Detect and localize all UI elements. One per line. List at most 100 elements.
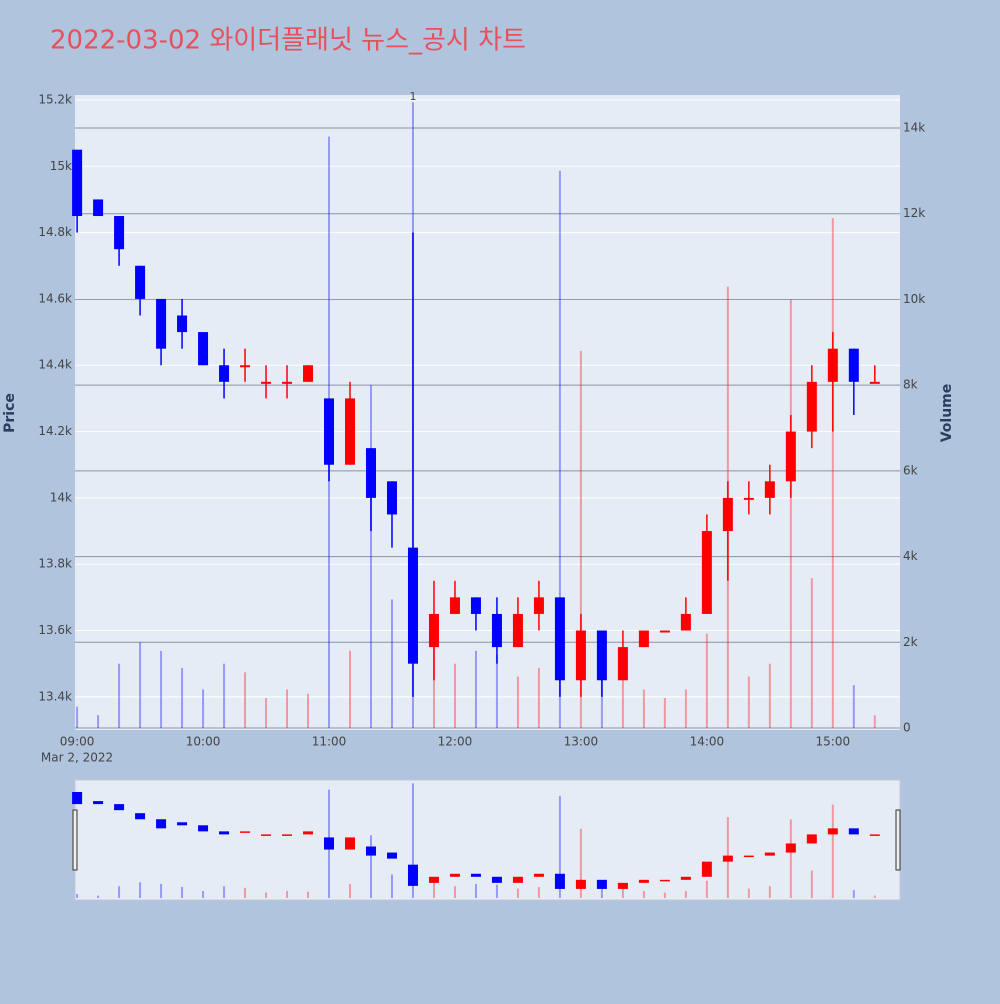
- x-tick-label: 12:00: [438, 735, 473, 749]
- volume-bar: [873, 715, 876, 728]
- candle-body: [659, 630, 670, 633]
- slider-candle: [869, 834, 880, 836]
- slider-volume-bar: [118, 886, 121, 898]
- y2-tick-label: 6k: [903, 463, 918, 477]
- slider-volume-bar: [76, 894, 79, 898]
- slider-volume-bar: [244, 887, 247, 898]
- candle-body: [449, 597, 460, 614]
- candle-body: [470, 597, 481, 614]
- y2-tick-label: 14k: [903, 121, 925, 135]
- slider-candle: [114, 804, 125, 811]
- date-label: Mar 2, 2022: [41, 751, 113, 765]
- volume-bar: [307, 693, 310, 728]
- volume-bar: [663, 698, 666, 728]
- candle-body: [533, 597, 544, 614]
- y2-axis-title: Volume: [939, 384, 955, 443]
- volume-bar: [265, 698, 268, 728]
- slider-volume-bar: [495, 884, 498, 898]
- slider-candle: [282, 834, 293, 836]
- slider-volume-bar: [97, 895, 100, 898]
- volume-bar: [139, 642, 142, 728]
- candle-body: [219, 365, 230, 382]
- slider-candle: [303, 831, 314, 835]
- slider-candle: [596, 879, 607, 889]
- candle-body: [135, 265, 146, 299]
- y2-tick-label: 12k: [903, 206, 925, 220]
- range-slider[interactable]: [74, 779, 901, 901]
- volume-bar: [223, 663, 226, 728]
- slider-candle: [722, 855, 733, 862]
- candle-body: [722, 497, 733, 532]
- slider-candle: [219, 831, 230, 835]
- candle-body: [491, 613, 502, 648]
- x-tick-label: 14:00: [690, 735, 725, 749]
- candle-body: [282, 381, 293, 384]
- volume-bar: [453, 663, 456, 728]
- candle-body: [806, 381, 817, 432]
- slider-candle: [575, 879, 586, 889]
- slider-volume-bar: [831, 804, 834, 898]
- x-tick-label: 11:00: [312, 735, 347, 749]
- candle-body: [554, 597, 565, 681]
- slider-candle: [533, 873, 544, 877]
- slider-volume-bar: [768, 886, 771, 898]
- volume-bar: [516, 676, 519, 728]
- slider-candle: [743, 855, 754, 858]
- slider-volume-bar: [202, 890, 205, 898]
- volume-bar: [244, 672, 247, 728]
- slider-volume-bar: [516, 888, 519, 898]
- candle-body: [240, 365, 251, 368]
- slider-candle: [512, 876, 523, 883]
- slider-candle: [240, 831, 251, 833]
- slider-volume-bar: [369, 835, 372, 898]
- x-tick-label: 15:00: [816, 735, 851, 749]
- slider-candle: [785, 843, 796, 853]
- slider-volume-bar: [432, 878, 435, 898]
- chart-title: 2022-03-02 와이더플래닛 뉴스_공시 차트: [50, 26, 526, 56]
- y-tick-label: 13.8k: [38, 557, 72, 571]
- slider-volume-bar: [286, 890, 289, 898]
- slider-volume-bar: [265, 892, 268, 898]
- candle-body: [93, 199, 104, 217]
- volume-bar: [76, 706, 79, 728]
- candle-body: [617, 647, 628, 681]
- slider-candle: [428, 876, 439, 883]
- y-tick-label: 14.2k: [38, 424, 72, 438]
- slider-candle: [261, 834, 272, 836]
- slider-volume-bar: [621, 888, 624, 898]
- volume-bar: [684, 689, 687, 728]
- slider-candle: [135, 813, 146, 820]
- candle-body: [848, 348, 859, 382]
- candle-body: [72, 149, 83, 217]
- slider-candle: [407, 864, 418, 886]
- candle-body: [156, 298, 167, 349]
- slider-candle: [701, 861, 712, 877]
- volume-bar: [118, 663, 121, 728]
- slider-volume-bar: [705, 880, 708, 898]
- range-handle[interactable]: [895, 809, 901, 871]
- candle-body: [407, 547, 418, 664]
- volume-bar: [579, 350, 582, 728]
- slider-candle: [470, 873, 481, 877]
- slider-candle: [345, 837, 355, 850]
- slider-volume-bar: [852, 890, 855, 898]
- slider-candle: [449, 873, 460, 877]
- candle-body: [827, 348, 838, 382]
- candle-body: [365, 448, 376, 498]
- slider-volume-bar: [642, 890, 645, 898]
- slider-candle: [491, 876, 502, 883]
- slider-volume-bar: [663, 892, 666, 898]
- candle-body: [764, 481, 775, 498]
- y2-tick-label: 0: [903, 721, 911, 735]
- slider-volume-bar: [684, 890, 687, 898]
- volume-bar: [97, 715, 100, 728]
- candle-body: [198, 332, 209, 366]
- y-tick-label: 13.4k: [38, 689, 72, 703]
- volume-bar: [537, 668, 540, 728]
- slider-volume-bar: [789, 819, 792, 898]
- slider-candle: [72, 791, 83, 805]
- slider-volume-bar: [873, 895, 876, 898]
- volume-bar: [181, 668, 184, 728]
- x-tick-label: 10:00: [186, 735, 221, 749]
- range-handle[interactable]: [72, 809, 78, 871]
